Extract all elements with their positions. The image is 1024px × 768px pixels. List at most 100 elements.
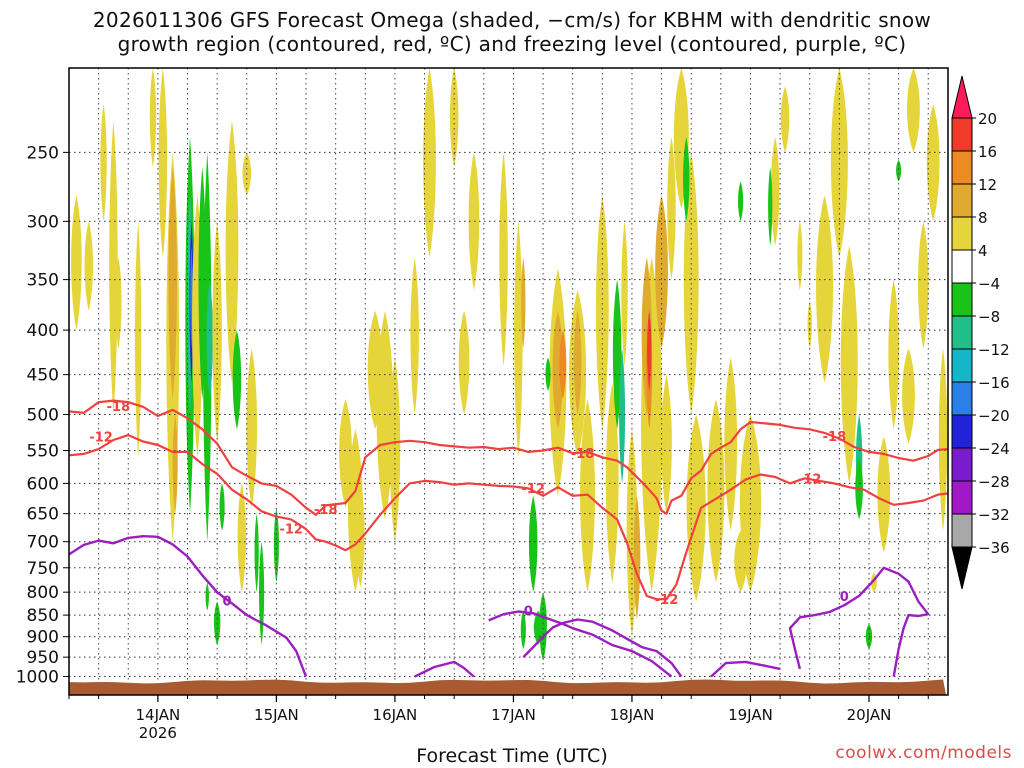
omega-cell: [647, 310, 652, 392]
colorbar-label-7: −12: [978, 341, 1010, 359]
label-zero-a: 0: [222, 595, 231, 610]
colorbar-top-arrow: [951, 75, 973, 119]
svg-text:-12: -12: [798, 472, 822, 487]
x-tick-label-19JAN: 19JAN: [728, 706, 773, 724]
omega-cell: [84, 221, 94, 311]
x-tick-label-17JAN: 17JAN: [491, 706, 536, 724]
svg-text:0: 0: [524, 605, 533, 620]
x-tick-label-16JAN: 16JAN: [373, 706, 418, 724]
omega-cell: [158, 68, 168, 258]
y-tick-label-900: 900: [27, 628, 59, 648]
omega-cell: [877, 436, 891, 553]
contour-minus18: [69, 399, 948, 516]
freezing-level-contour-4: [710, 660, 781, 678]
omega-cell: [840, 245, 858, 484]
label-minus12-b: -12: [279, 522, 303, 537]
omega-cell: [633, 495, 641, 620]
colorbar-bin-4: [951, 249, 973, 284]
omega-cell: [205, 582, 209, 611]
x-tick-sublabel-year: 2026: [139, 724, 177, 742]
omega-cell: [552, 310, 564, 430]
freezing-level-contour-1: [414, 660, 475, 678]
omega-cell: [100, 104, 107, 222]
omega-shading: [71, 68, 948, 662]
omega-cell: [225, 120, 239, 383]
omega-cell: [896, 159, 902, 182]
label-minus12-d: -12: [655, 593, 679, 608]
colorbar-bin-0: [951, 117, 973, 152]
omega-cell: [926, 104, 940, 222]
omega-cell: [655, 195, 668, 349]
pressure-axis: 2503003504004505005506006507007508008509…: [16, 143, 69, 688]
y-tick-label-800: 800: [27, 583, 59, 603]
omega-cell: [237, 483, 247, 593]
y-tick-label-650: 650: [27, 505, 59, 525]
plot-frame: [68, 67, 949, 696]
omega-cell: [134, 221, 142, 458]
colorbar-label-10: −24: [978, 440, 1010, 458]
colorbar-label-4: 4: [978, 242, 988, 260]
ground-fill: [69, 679, 947, 695]
omega-cell: [356, 483, 365, 588]
colorbar-bin-6: [951, 315, 973, 350]
freezing-level-contour-2: [488, 610, 673, 678]
omega-cell: [902, 348, 915, 444]
label-minus18-c: -18: [571, 447, 595, 462]
colorbar-bin-8: [951, 381, 973, 416]
y-tick-label-400: 400: [27, 321, 59, 341]
svg-text:-18: -18: [107, 400, 131, 415]
colorbar: 20 16 12 8 4 −4 −8 −12 −16 −20 −24 −28 −32 −36: [951, 75, 1010, 590]
freezing-level-contour-3: [522, 618, 683, 678]
omega-cell: [254, 513, 259, 593]
colorbar-bin-10: [951, 447, 973, 482]
omega-cell: [219, 483, 225, 531]
omega-cell: [449, 68, 459, 168]
svg-text:-12: -12: [279, 522, 303, 537]
omega-cell: [499, 152, 508, 367]
y-tick-label-550: 550: [27, 442, 59, 462]
freezing-level-contour-5: [788, 566, 930, 677]
svg-text:0: 0: [222, 595, 231, 610]
omega-cell: [661, 374, 672, 514]
omega-cell: [539, 592, 547, 662]
label-minus18-a: -18: [107, 400, 131, 415]
colorbar-label-11: −28: [978, 473, 1010, 491]
omega-cell: [109, 120, 118, 415]
omega-cell: [559, 330, 567, 400]
y-tick-label-300: 300: [27, 212, 59, 232]
x-tick-label-15JAN: 15JAN: [254, 706, 299, 724]
y-tick-label-1000: 1000: [16, 668, 59, 688]
omega-cell: [734, 530, 747, 593]
omega-cell: [612, 279, 622, 430]
omega-cell: [212, 221, 222, 444]
svg-text:-12: -12: [655, 593, 679, 608]
omega-cell: [738, 181, 744, 222]
x-axis-title: Forecast Time (UTC): [416, 745, 608, 767]
omega-cell: [514, 221, 523, 458]
omega-cell: [172, 414, 178, 514]
omega-cell: [768, 167, 773, 246]
omega-cell: [595, 195, 609, 430]
omega-cell: [168, 167, 177, 400]
omega-cell: [917, 221, 929, 349]
omega-cell: [797, 221, 803, 291]
omega-cell: [605, 382, 619, 583]
svg-text:-12: -12: [89, 430, 113, 445]
colorbar-label-5: −4: [978, 275, 1000, 293]
label-zero-b: 0: [524, 605, 533, 620]
omega-cell: [573, 310, 582, 415]
colorbar-bin-3: [951, 216, 973, 251]
y-tick-label-600: 600: [27, 474, 59, 494]
temperature-contours: -18 -12 -18 -12 -18 -12 -12 -18 -12 0 0 0: [69, 399, 948, 678]
colorbar-bin-1: [951, 150, 973, 185]
colorbar-bin-11: [951, 480, 973, 515]
label-minus18-b: -18: [314, 503, 338, 518]
freezing-level-contour-0: [69, 535, 308, 678]
omega-cell: [71, 195, 82, 331]
y-tick-label-850: 850: [27, 606, 59, 626]
colorbar-bin-5: [951, 282, 973, 317]
omega-cell: [770, 136, 780, 246]
y-tick-label-700: 700: [27, 533, 59, 553]
omega-cell: [115, 257, 122, 349]
omega-cell: [621, 221, 628, 367]
